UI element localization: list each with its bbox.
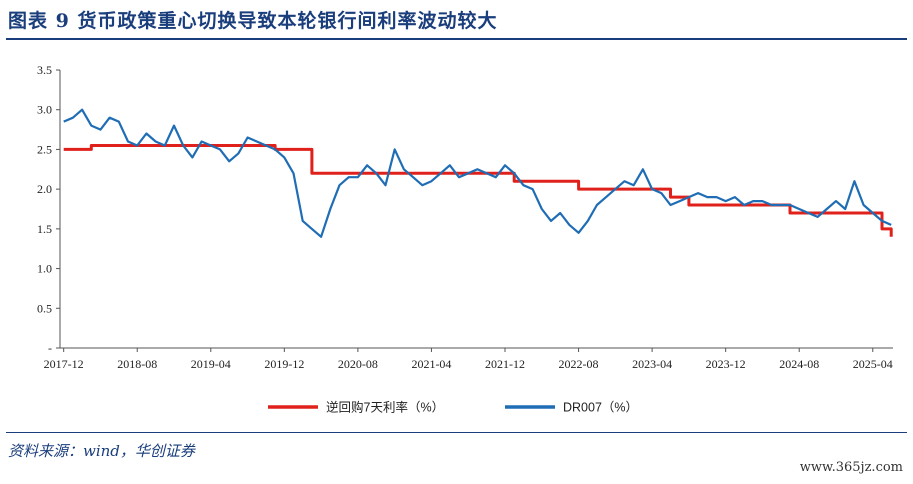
y-tick-label: 3.0: [37, 103, 52, 117]
x-tick-label: 2024-08: [779, 357, 819, 371]
x-tick-label: 2018-08: [117, 357, 157, 371]
x-tick-label: 2017-12: [44, 357, 84, 371]
x-tick-label: 2019-12: [264, 357, 304, 371]
series-layer: [63, 108, 893, 238]
y-axis: - 0.5 1.0 1.5 2.0 2.5 3.0 3.5: [37, 63, 61, 355]
y-tick-label: 2.5: [37, 142, 52, 156]
x-tick-label: 2023-12: [706, 357, 746, 371]
y-tick-label: 1.5: [37, 222, 52, 236]
y-tick-label: 1.0: [37, 262, 52, 276]
y-tick-label: -: [48, 341, 52, 355]
line-chart: -0.51.01.52.02.53.03.5 2017-12 2018-08 201…: [37, 63, 893, 415]
y-tick-label: 0.5: [37, 301, 52, 315]
footer-divider: [6, 432, 907, 433]
legend-label: 逆回购7天利率（%）: [326, 400, 444, 415]
figure-title: 图表 9 货币政策重心切换导致本轮银行间利率波动较大: [8, 10, 498, 32]
x-tick-label: 2020-08: [338, 357, 378, 371]
x-axis: 2017-12 2018-08 2019-04 2019-12 2020-08 2021-…: [44, 347, 893, 371]
x-tick-label: 2021-04: [411, 357, 451, 371]
series-line-1: [63, 108, 892, 238]
legend: 逆回购7天利率（%） DR007（%）: [268, 400, 638, 415]
watermark: www.365jz.com: [799, 460, 903, 475]
x-tick-label: 2025-04: [853, 357, 893, 371]
x-tick-label: 2019-04: [191, 357, 231, 371]
y-tick-label: 3.5: [37, 63, 52, 77]
title-divider: [6, 38, 907, 40]
series-line-0: [63, 144, 893, 237]
legend-label: DR007（%）: [563, 401, 638, 415]
x-tick-label: 2021-12: [485, 357, 525, 371]
y-tick-label: 2.0: [37, 182, 52, 196]
x-tick-label: 2022-08: [559, 357, 599, 371]
x-tick-label: 2023-04: [632, 357, 672, 371]
source-note: 资料来源：wind，华创证券: [8, 442, 195, 460]
